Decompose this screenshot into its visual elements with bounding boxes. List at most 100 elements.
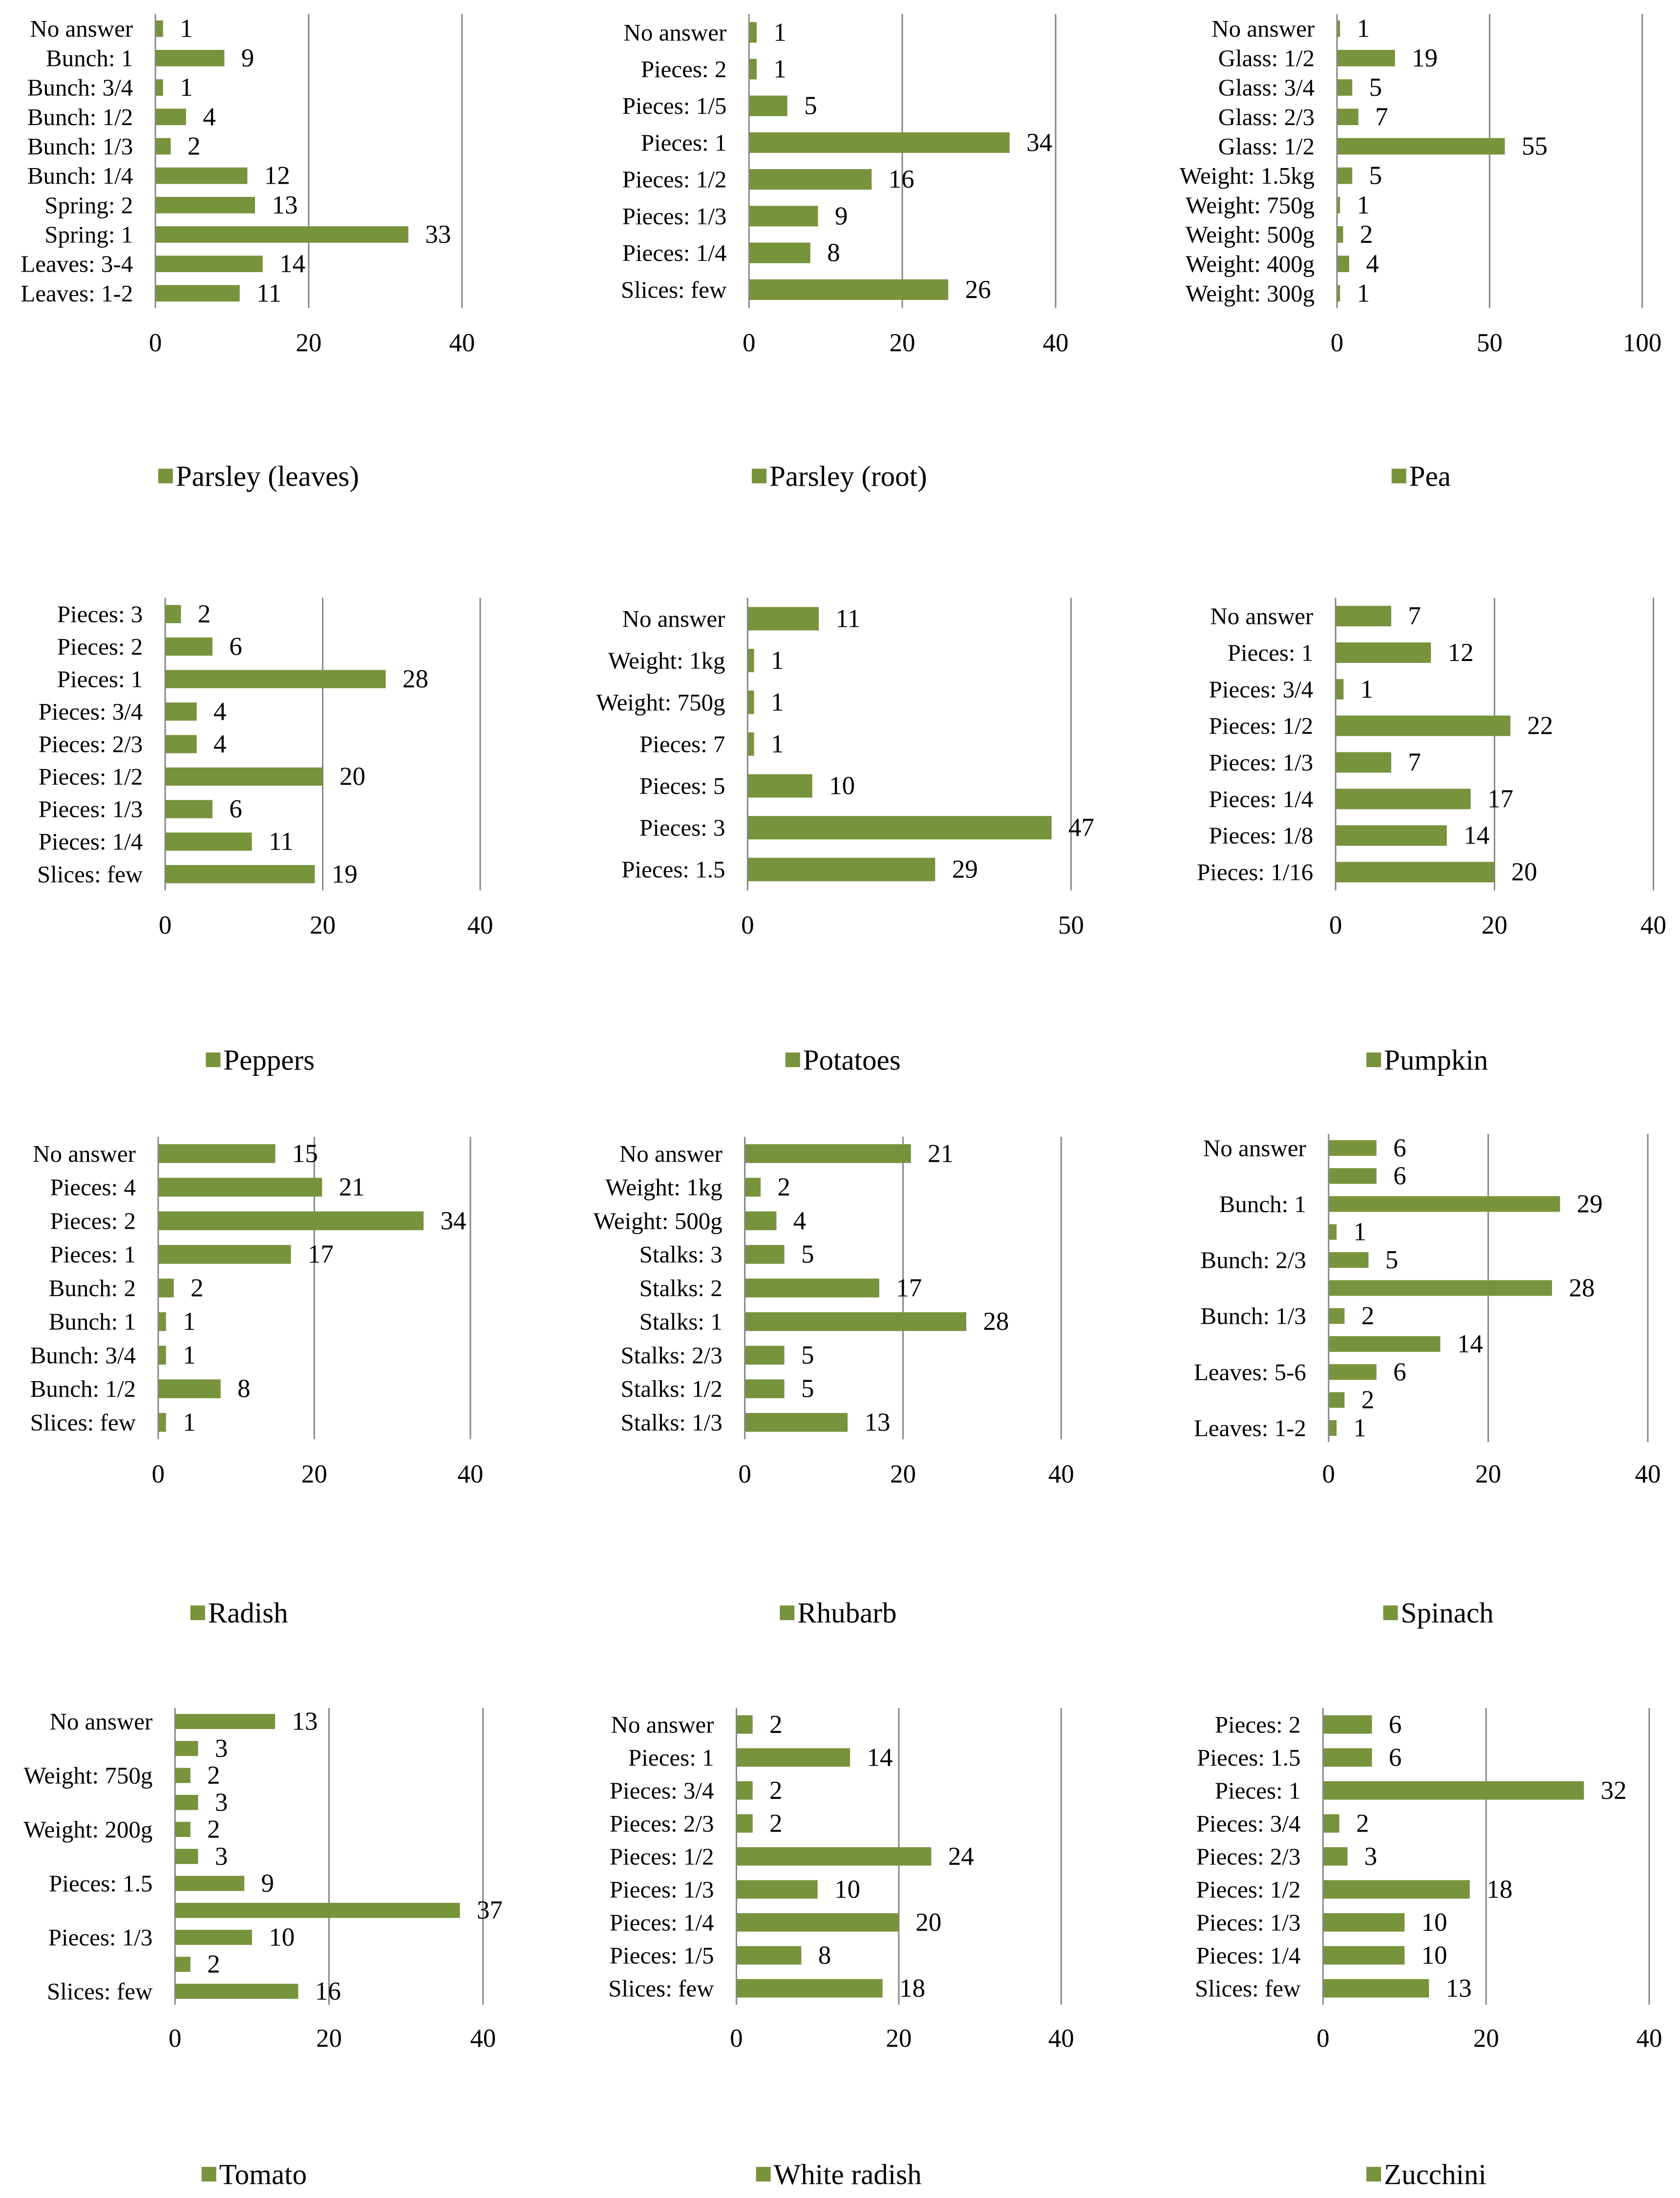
legend: Tomato xyxy=(201,2158,307,2190)
data-label: 12 xyxy=(264,162,290,190)
data-label: 14 xyxy=(867,1743,893,1771)
data-label: 22 xyxy=(1527,712,1553,740)
data-label: 5 xyxy=(804,92,817,120)
x-tick-label: 20 xyxy=(1482,911,1508,939)
bar xyxy=(158,1279,174,1298)
chart-panel: 6 Pieces: 2 6 Pieces: 1.5 32 Pieces: 1 2 Pieces… xyxy=(1195,1708,1662,2190)
category-label: Stalks: 1/2 xyxy=(620,1375,722,1402)
bar xyxy=(155,79,163,96)
x-tick-label: 50 xyxy=(1058,911,1084,939)
category-label: Pieces: 3/4 xyxy=(39,698,143,725)
bar xyxy=(165,800,213,818)
bar xyxy=(1328,1196,1560,1212)
chart-panel: 21 No answer 2 Weight: 1kg 4 Weight: 500g 5 Sta… xyxy=(594,1136,1074,1629)
legend: White radish xyxy=(756,2158,922,2190)
bar xyxy=(165,637,213,656)
category-label: Weight: 750g xyxy=(23,1762,152,1789)
legend-label: Pea xyxy=(1409,460,1451,492)
category-label: Bunch: 1/4 xyxy=(27,162,133,189)
data-label: 3 xyxy=(215,1842,228,1871)
data-label: 1 xyxy=(183,1307,196,1336)
data-label: 1 xyxy=(183,1408,196,1436)
bar xyxy=(155,167,248,184)
bar xyxy=(744,1345,785,1365)
category-label: Pieces: 1/2 xyxy=(1196,1876,1301,1903)
category-label: Pieces: 1/2 xyxy=(1209,712,1313,739)
data-label: 13 xyxy=(1446,1974,1472,2003)
bar xyxy=(747,774,812,798)
bar xyxy=(165,865,315,883)
category-label: Pieces: 1.5 xyxy=(621,856,725,883)
category-label: Pieces: 1/2 xyxy=(39,763,143,790)
data-label: 2 xyxy=(1361,1302,1375,1330)
category-label: Pieces: 3/4 xyxy=(610,1777,714,1804)
category-label: Pieces: 3 xyxy=(639,814,725,841)
bar xyxy=(175,1930,252,1945)
bar xyxy=(165,670,386,688)
bar xyxy=(1323,1814,1340,1833)
category-label: Spring: 2 xyxy=(44,192,133,218)
bar xyxy=(1323,1748,1372,1767)
x-tick-label: 20 xyxy=(301,1460,327,1488)
bar xyxy=(158,1413,166,1432)
data-label: 11 xyxy=(256,279,281,307)
category-label: Pieces: 1/3 xyxy=(610,1876,714,1903)
category-label: Pieces: 2/3 xyxy=(610,1810,714,1837)
data-label: 5 xyxy=(1369,162,1382,190)
data-label: 16 xyxy=(315,1977,341,2006)
data-label: 6 xyxy=(1393,1162,1406,1190)
data-label: 6 xyxy=(1393,1358,1406,1386)
data-label: 4 xyxy=(213,698,227,726)
legend-label: Rhubarb xyxy=(797,1597,896,1629)
data-label: 3 xyxy=(1364,1842,1378,1871)
category-label: Bunch: 1 xyxy=(49,1308,136,1335)
category-label: Weight: 500g xyxy=(594,1207,723,1234)
data-label: 14 xyxy=(1464,821,1489,850)
bar xyxy=(1337,285,1340,302)
x-tick-label: 40 xyxy=(1635,1460,1661,1488)
category-label: Pieces: 5 xyxy=(639,772,725,799)
bar xyxy=(1328,1224,1337,1240)
data-label: 1 xyxy=(1357,191,1370,219)
bar xyxy=(749,59,757,80)
data-label: 6 xyxy=(1393,1134,1406,1162)
bar xyxy=(747,857,936,881)
data-label: 34 xyxy=(1026,128,1052,157)
bar xyxy=(175,1768,191,1783)
category-label: Pieces: 2 xyxy=(57,633,143,660)
x-tick-label: 100 xyxy=(1623,329,1662,357)
bar xyxy=(165,832,252,851)
x-tick-label: 0 xyxy=(743,329,756,357)
bar xyxy=(175,1822,191,1837)
category-label: Pieces: 1.5 xyxy=(1197,1744,1300,1771)
data-label: 9 xyxy=(835,202,848,230)
bar xyxy=(1328,1420,1337,1436)
data-label: 5 xyxy=(801,1240,814,1269)
category-label: Pieces: 1/5 xyxy=(622,92,727,119)
data-label: 19 xyxy=(332,860,358,888)
legend-swatch xyxy=(756,2167,771,2182)
bar xyxy=(1336,606,1391,627)
category-label: Pieces: 1.5 xyxy=(49,1870,152,1897)
data-label: 10 xyxy=(1422,1941,1447,1969)
category-label: Slices: few xyxy=(30,1409,136,1436)
bar xyxy=(175,1957,191,1972)
bar xyxy=(736,1880,818,1899)
legend-swatch xyxy=(190,1605,205,1621)
bar xyxy=(749,206,818,227)
category-label: Pieces: 1/3 xyxy=(1196,1909,1301,1936)
category-label: Pieces: 2 xyxy=(641,56,727,83)
data-label: 6 xyxy=(229,795,242,823)
data-label: 1 xyxy=(180,73,193,102)
data-label: 2 xyxy=(1356,1809,1369,1837)
category-label: No answer xyxy=(1210,603,1313,630)
x-tick-label: 0 xyxy=(152,1460,165,1488)
x-tick-label: 40 xyxy=(1048,2024,1074,2052)
data-label: 20 xyxy=(340,763,365,791)
data-label: 2 xyxy=(769,1776,783,1805)
legend-label: Zucchini xyxy=(1384,2158,1487,2190)
category-label: Pieces: 1 xyxy=(628,1744,714,1771)
category-label: Stalks: 2/3 xyxy=(620,1342,722,1368)
x-tick-label: 40 xyxy=(1048,1460,1074,1488)
bar xyxy=(736,1979,883,1998)
